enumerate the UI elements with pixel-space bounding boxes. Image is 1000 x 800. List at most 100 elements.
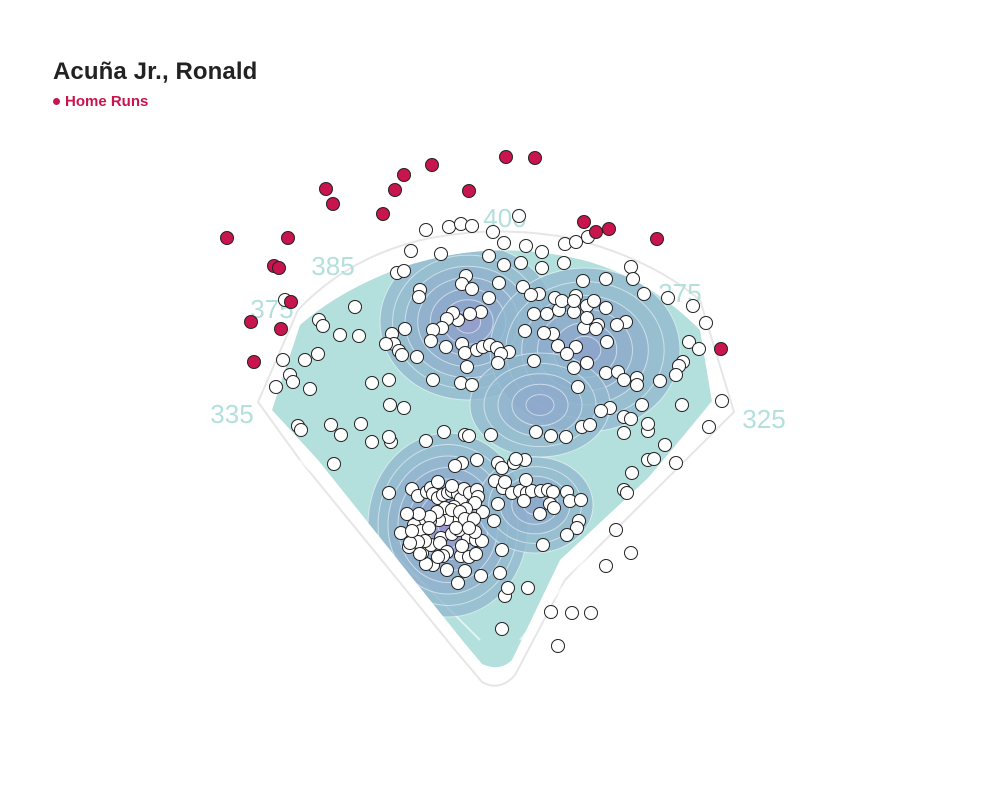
batted-ball-point [403,536,417,550]
home-run-point [272,261,286,275]
batted-ball-point [514,256,528,270]
batted-ball-point [410,350,424,364]
batted-ball-point [497,236,511,250]
batted-ball-point [311,347,325,361]
batted-ball-point [527,354,541,368]
batted-ball-point [594,404,608,418]
batted-ball-point [617,426,631,440]
batted-ball-point [382,430,396,444]
batted-ball-point [570,521,584,535]
batted-ball-point [495,461,509,475]
batted-ball-point [398,322,412,336]
batted-ball-point [448,459,462,473]
batted-ball-point [535,261,549,275]
home-run-point [499,150,513,164]
batted-ball-point [395,348,409,362]
batted-ball-point [493,566,507,580]
batted-ball-point [451,576,465,590]
batted-ball-point [583,418,597,432]
batted-ball-point [487,514,501,528]
batted-ball-point [715,394,729,408]
batted-ball-point [286,375,300,389]
batted-ball-point [495,622,509,636]
batted-ball-point [536,538,550,552]
batted-ball-point [333,328,347,342]
batted-ball-point [617,373,631,387]
batted-ball-point [609,523,623,537]
batted-ball-point [519,239,533,253]
batted-ball-point [434,247,448,261]
home-run-legend-dot [53,98,60,105]
batted-ball-point [580,356,594,370]
batted-ball-point [294,423,308,437]
batted-ball-point [412,507,426,521]
batted-ball-point [641,417,655,431]
stadium-outline [256,230,736,687]
batted-ball-point [382,486,396,500]
batted-ball-point [509,452,523,466]
home-run-point [577,215,591,229]
batted-ball-point [365,376,379,390]
batted-ball-point [462,429,476,443]
batted-ball-point [589,322,603,336]
batted-ball-point [560,347,574,361]
batted-ball-point [426,373,440,387]
batted-ball-point [419,223,433,237]
home-run-point [220,231,234,245]
distance-label-lf-line: 335 [210,399,253,429]
batted-ball-point [599,366,613,380]
distance-label-lcf: 385 [311,251,354,281]
batted-ball-point [599,301,613,315]
home-run-point [397,168,411,182]
home-run-point [462,184,476,198]
batted-ball-point [580,311,594,325]
batted-ball-point [470,453,484,467]
batted-ball-point [544,429,558,443]
batted-ball-point [400,507,414,521]
batted-ball-point [442,220,456,234]
batted-ball-point [658,438,672,452]
batted-ball-point [455,539,469,553]
batted-ball-point [599,559,613,573]
batted-ball-point [675,398,689,412]
batted-ball-point [540,307,554,321]
batted-ball-point [624,260,638,274]
batted-ball-point [445,479,459,493]
batted-ball-point [298,353,312,367]
home-run-point [376,207,390,221]
batted-ball-point [565,606,579,620]
batted-ball-point [460,360,474,374]
batted-ball-point [624,412,638,426]
batted-ball-point [484,428,498,442]
batted-ball-point [269,380,283,394]
batted-ball-point [518,324,532,338]
batted-ball-point [610,318,624,332]
batted-ball-point [348,300,362,314]
home-run-point [274,322,288,336]
batted-ball-point [465,378,479,392]
batted-ball-point [637,287,651,301]
batted-ball-point [501,581,515,595]
home-run-point [602,222,616,236]
batted-ball-point [551,339,565,353]
batted-ball-point [576,274,590,288]
batted-ball-point [431,550,445,564]
batted-ball-point [647,452,661,466]
batted-ball-point [354,417,368,431]
batted-ball-point [574,493,588,507]
batted-ball-point [424,334,438,348]
batted-ball-points [269,209,729,653]
batted-ball-point [620,486,634,500]
home-run-point [244,315,258,329]
batted-ball-point [669,456,683,470]
batted-ball-point [449,521,463,535]
batted-ball-point [625,466,639,480]
batted-ball-point [682,335,696,349]
home-run-point [281,231,295,245]
density-contour [525,394,555,416]
batted-ball-point [439,340,453,354]
batted-ball-point [352,329,366,343]
batted-ball-point [440,563,454,577]
batted-ball-point [303,382,317,396]
legend: Home Runs [53,93,148,110]
